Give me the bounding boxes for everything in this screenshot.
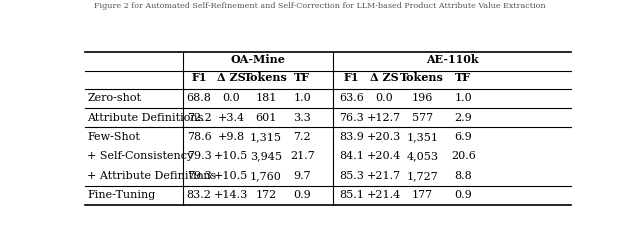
Text: 84.1: 84.1 (339, 151, 364, 162)
Text: 9.7: 9.7 (293, 171, 311, 181)
Text: 8.8: 8.8 (454, 171, 472, 181)
Text: Δ ZS: Δ ZS (217, 72, 246, 83)
Text: 83.2: 83.2 (187, 190, 211, 200)
Text: +3.4: +3.4 (218, 113, 245, 123)
Text: Figure 2 for Automated Self-Refinement and Self-Correction for LLM-based Product: Figure 2 for Automated Self-Refinement a… (94, 2, 546, 10)
Text: TF: TF (455, 72, 472, 83)
Text: +14.3: +14.3 (214, 190, 248, 200)
Text: 1,351: 1,351 (406, 132, 438, 142)
Text: 6.9: 6.9 (454, 132, 472, 142)
Text: 83.9: 83.9 (339, 132, 364, 142)
Text: Zero-shot: Zero-shot (88, 93, 141, 103)
Text: F1: F1 (191, 72, 207, 83)
Text: 172: 172 (255, 190, 276, 200)
Text: 1.0: 1.0 (293, 93, 311, 103)
Text: +9.8: +9.8 (218, 132, 245, 142)
Text: 3,945: 3,945 (250, 151, 282, 162)
Text: 76.3: 76.3 (339, 113, 364, 123)
Text: Fine-Tuning: Fine-Tuning (88, 190, 156, 200)
Text: 181: 181 (255, 93, 276, 103)
Text: F1: F1 (344, 72, 359, 83)
Text: 68.8: 68.8 (187, 93, 211, 103)
Text: + Attribute Definitions: + Attribute Definitions (88, 171, 217, 181)
Text: 79.3: 79.3 (187, 151, 211, 162)
Text: 7.2: 7.2 (293, 132, 311, 142)
Text: 85.3: 85.3 (339, 171, 364, 181)
Text: 577: 577 (412, 113, 433, 123)
Text: Tokens: Tokens (244, 72, 288, 83)
Text: Tokens: Tokens (400, 72, 444, 83)
Text: 1,315: 1,315 (250, 132, 282, 142)
Text: 1,727: 1,727 (406, 171, 438, 181)
Text: +10.5: +10.5 (214, 171, 248, 181)
Text: Δ ZS: Δ ZS (370, 72, 398, 83)
Text: 63.6: 63.6 (339, 93, 364, 103)
Text: +10.5: +10.5 (214, 151, 248, 162)
Text: 0.9: 0.9 (454, 190, 472, 200)
Text: 196: 196 (412, 93, 433, 103)
Text: TF: TF (294, 72, 310, 83)
Text: 0.0: 0.0 (223, 93, 240, 103)
Text: Attribute Definitions: Attribute Definitions (88, 113, 204, 123)
Text: Few-Shot: Few-Shot (88, 132, 140, 142)
Text: +21.7: +21.7 (367, 171, 401, 181)
Text: +21.4: +21.4 (367, 190, 401, 200)
Text: 21.7: 21.7 (290, 151, 315, 162)
Text: 0.9: 0.9 (293, 190, 311, 200)
Text: 2.9: 2.9 (454, 113, 472, 123)
Text: 79.3: 79.3 (187, 171, 211, 181)
Text: 4,053: 4,053 (406, 151, 438, 162)
Text: 1,760: 1,760 (250, 171, 282, 181)
Text: 78.6: 78.6 (187, 132, 211, 142)
Text: OA-Mine: OA-Mine (230, 54, 285, 65)
Text: 85.1: 85.1 (339, 190, 364, 200)
Text: 20.6: 20.6 (451, 151, 476, 162)
Text: 72.2: 72.2 (187, 113, 211, 123)
Text: 177: 177 (412, 190, 433, 200)
Text: AE-110k: AE-110k (426, 54, 478, 65)
Text: 601: 601 (255, 113, 276, 123)
Text: 3.3: 3.3 (293, 113, 311, 123)
Text: 0.0: 0.0 (375, 93, 393, 103)
Text: 1.0: 1.0 (454, 93, 472, 103)
Text: +12.7: +12.7 (367, 113, 401, 123)
Text: + Self-Consistency: + Self-Consistency (88, 151, 194, 162)
Text: +20.3: +20.3 (367, 132, 401, 142)
Text: +20.4: +20.4 (367, 151, 401, 162)
